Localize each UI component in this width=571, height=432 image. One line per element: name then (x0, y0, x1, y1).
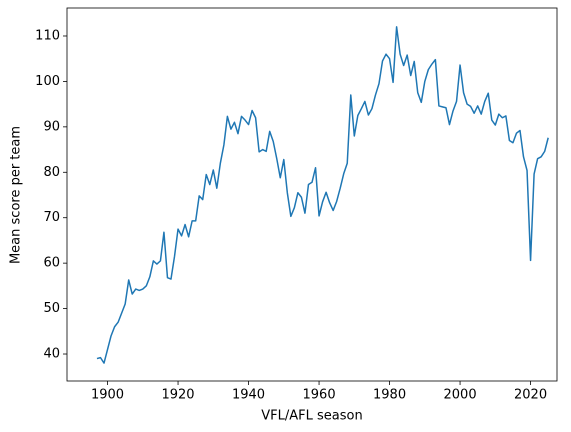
y-axis-label: Mean score per team (9, 126, 24, 264)
y-tick-label: 70 (43, 210, 60, 225)
plot-frame (66, 7, 558, 382)
y-tick-label: 50 (43, 301, 60, 316)
x-tick-label: 1940 (232, 388, 265, 403)
y-tick-label: 100 (35, 74, 60, 89)
y-tick-label: 110 (35, 28, 60, 43)
x-tick-label: 2000 (444, 388, 477, 403)
y-tick-label: 60 (43, 256, 60, 271)
y-tick-label: 90 (43, 119, 60, 134)
x-tick-label: 1980 (373, 388, 406, 403)
x-axis-label: VFL/AFL season (261, 409, 362, 424)
x-tick-label: 2020 (514, 388, 547, 403)
data-line (96, 26, 549, 364)
y-tick-label: 80 (43, 165, 60, 180)
x-tick-label: 1960 (303, 388, 336, 403)
x-tick-label: 1920 (161, 388, 194, 403)
y-tick-label: 40 (43, 347, 60, 362)
x-tick-label: 1900 (91, 388, 124, 403)
